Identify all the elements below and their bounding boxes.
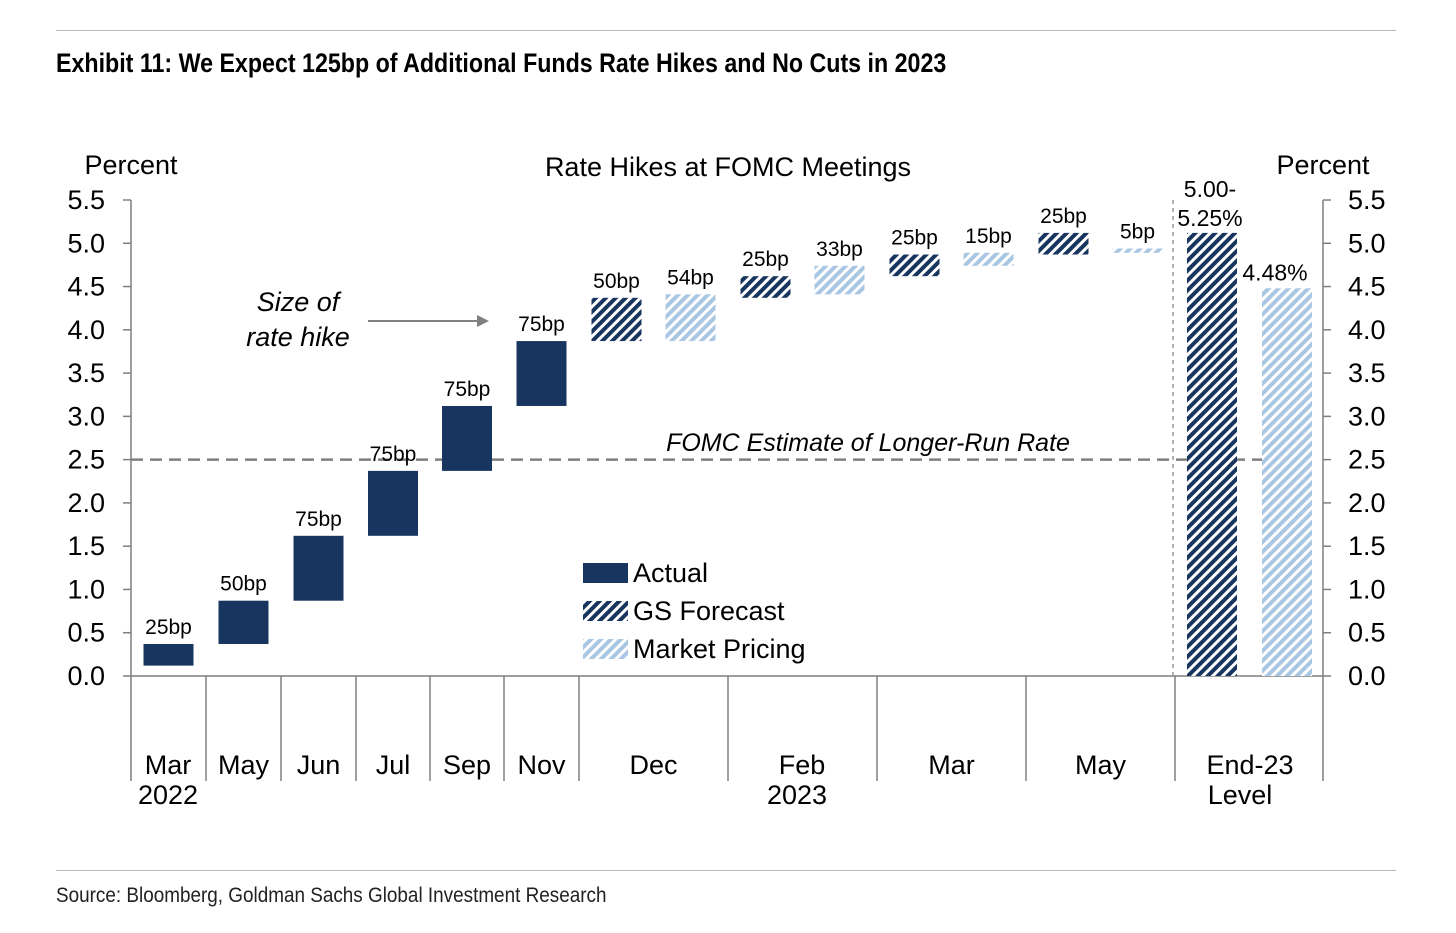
category-sublabel-2023: 2023 xyxy=(767,780,827,810)
left-tick-label: 3.5 xyxy=(67,358,105,388)
annotation-line2: rate hike xyxy=(246,322,350,352)
bar-label-mar-market-pricing: 15bp xyxy=(965,225,1012,248)
longer-run-rate-label: FOMC Estimate of Longer-Run Rate xyxy=(666,429,1070,457)
right-axis-ticks: 0.0 0.5 1.0 1.5 2.0 2.5 3.0 3.5 4.0 4.5 5.0 5.5 xyxy=(1323,185,1386,691)
bar-label-nov-actual: 75bp xyxy=(518,313,565,336)
bar-mar-gs-forecast xyxy=(889,254,940,277)
bar-label-feb-2023-gs-forecast: 25bp xyxy=(742,248,789,271)
axes xyxy=(130,200,1324,781)
bar-may-gs-forecast xyxy=(1038,232,1089,255)
bar-label-sep-actual: 75bp xyxy=(444,378,491,401)
bar-label-jun-actual: 75bp xyxy=(295,508,342,531)
bar-mar-market-pricing xyxy=(963,252,1014,266)
category-label-sep: Sep xyxy=(443,750,491,780)
funds-rate-chart: Rate Hikes at FOMC Meetings Percent Perc… xyxy=(67,150,1386,810)
left-axis-ticks: 0.0 0.5 1.0 1.5 2.0 2.5 3.0 3.5 4.0 4.5 5.0 5.5 xyxy=(67,185,131,691)
bar-feb-2023-market-pricing xyxy=(814,265,865,295)
left-tick-label: 5.0 xyxy=(67,228,105,258)
bar-feb-2023-gs-forecast xyxy=(740,276,791,298)
category-label-mar: Mar xyxy=(928,750,975,780)
bar-end-23-level-market-pricing xyxy=(1262,288,1312,676)
right-tick-label: 1.5 xyxy=(1348,531,1386,561)
left-tick-label: 4.5 xyxy=(67,272,105,302)
bars xyxy=(143,232,1312,676)
bar-labels: 25bp 50bp 75bp 75bp 75bp 75bp 50bp 54bp 25bp 33bp… xyxy=(145,176,1307,639)
bar-jul-actual xyxy=(368,470,418,536)
right-tick-label: 4.0 xyxy=(1348,315,1386,345)
right-tick-label: 2.0 xyxy=(1348,488,1386,518)
left-tick-label: 1.0 xyxy=(67,574,105,604)
legend: Actual GS Forecast Market Pricing xyxy=(583,558,806,664)
bar-label-jul-actual: 75bp xyxy=(370,443,417,466)
legend-label-market-pricing: Market Pricing xyxy=(633,634,806,664)
legend-swatch-market-pricing xyxy=(583,639,628,659)
annotation-line1: Size of xyxy=(257,287,342,317)
legend-swatch-actual xyxy=(583,563,628,583)
bar-jun-actual xyxy=(293,535,344,601)
category-label-jul: Jul xyxy=(376,750,411,780)
bar-label-end-23-gs-forecast: 5.00- xyxy=(1184,176,1236,202)
category-label-dec: Dec xyxy=(629,750,677,780)
bar-mar-2022-actual xyxy=(143,643,194,666)
right-tick-label: 5.5 xyxy=(1348,185,1386,215)
category-label-end-23: End-23 xyxy=(1206,750,1293,780)
bar-label-may-gs-forecast: 25bp xyxy=(1040,205,1087,228)
left-tick-label: 0.5 xyxy=(67,618,105,648)
bottom-rule xyxy=(56,870,1396,871)
category-sublabel-2022: 2022 xyxy=(138,780,198,810)
bar-label-dec-gs-forecast: 50bp xyxy=(593,270,640,293)
category-label-jun: Jun xyxy=(297,750,341,780)
left-tick-label: 2.0 xyxy=(67,488,105,518)
top-rule xyxy=(56,30,1396,31)
right-tick-label: 3.5 xyxy=(1348,358,1386,388)
left-tick-label: 2.5 xyxy=(67,445,105,475)
bar-label-end-23-gs-forecast: 5.25% xyxy=(1177,205,1242,231)
left-tick-label: 4.0 xyxy=(67,315,105,345)
chart-title: Rate Hikes at FOMC Meetings xyxy=(545,152,911,182)
legend-swatch-gs-forecast xyxy=(583,601,628,621)
left-axis-label: Percent xyxy=(84,150,178,180)
bar-dec-gs-forecast xyxy=(591,297,642,342)
bar-may-market-pricing xyxy=(1112,248,1163,253)
right-tick-label: 3.0 xyxy=(1348,401,1386,431)
right-tick-label: 0.0 xyxy=(1348,661,1386,691)
exhibit-title: Exhibit 11: We Expect 125bp of Additiona… xyxy=(56,48,947,78)
bar-sep-actual xyxy=(442,405,492,471)
category-label-may: May xyxy=(1075,750,1127,780)
bar-label-may-actual: 50bp xyxy=(220,573,267,596)
left-tick-label: 1.5 xyxy=(67,531,105,561)
right-tick-label: 4.5 xyxy=(1348,272,1386,302)
left-tick-label: 3.0 xyxy=(67,401,105,431)
right-tick-label: 0.5 xyxy=(1348,618,1386,648)
category-sublabel-level: Level xyxy=(1208,780,1273,810)
category-dividers xyxy=(205,676,1176,781)
right-tick-label: 5.0 xyxy=(1348,228,1386,258)
category-label-mar: Mar xyxy=(145,750,192,780)
legend-label-actual: Actual xyxy=(633,558,708,588)
right-tick-label: 1.0 xyxy=(1348,574,1386,604)
source-note: Source: Bloomberg, Goldman Sachs Global … xyxy=(56,884,607,907)
bar-nov-actual xyxy=(516,341,567,406)
bar-label-mar-2022-actual: 25bp xyxy=(145,616,192,639)
bar-label-feb-2023-market-pricing: 33bp xyxy=(816,238,863,261)
bar-label-end-23-market-pricing: 4.48% xyxy=(1242,259,1307,285)
left-tick-label: 5.5 xyxy=(67,185,105,215)
right-axis-label: Percent xyxy=(1276,150,1370,180)
bar-end-23-level-gs-forecast xyxy=(1187,232,1237,676)
bar-dec-market-pricing xyxy=(665,294,716,342)
legend-label-gs-forecast: GS Forecast xyxy=(633,596,785,626)
bar-label-may-market-pricing: 5bp xyxy=(1120,220,1155,243)
left-tick-label: 0.0 xyxy=(67,661,105,691)
bar-label-dec-market-pricing: 54bp xyxy=(667,266,714,289)
category-label-may: May xyxy=(218,750,270,780)
bar-label-mar-gs-forecast: 25bp xyxy=(891,227,938,250)
right-tick-label: 2.5 xyxy=(1348,445,1386,475)
category-label-nov: Nov xyxy=(517,750,566,780)
category-label-feb: Feb xyxy=(779,750,826,780)
bar-may-actual xyxy=(218,600,269,644)
